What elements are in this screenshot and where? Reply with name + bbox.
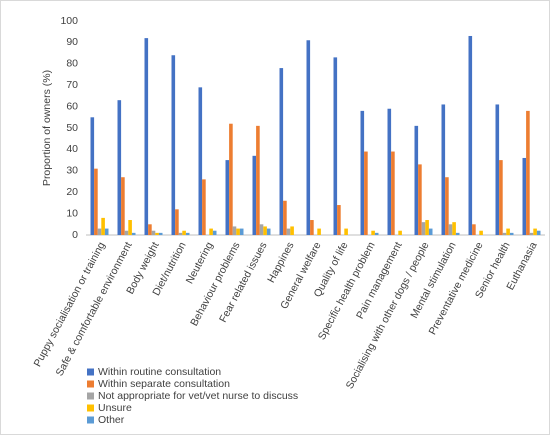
bar (279, 68, 284, 235)
legend-label: Not appropriate for vet/vet nurse to dis… (98, 390, 298, 402)
bar (360, 110, 365, 235)
bar (94, 168, 98, 235)
bar (286, 228, 291, 235)
bar (290, 226, 294, 235)
bar (151, 230, 156, 235)
y-axis-label: Proportion of owners (%) (41, 70, 53, 186)
bar (117, 100, 122, 236)
bar (121, 177, 125, 235)
y-tick-label: 70 (66, 79, 78, 91)
bar (155, 232, 159, 235)
bar (506, 228, 510, 235)
legend-swatch (87, 392, 94, 400)
bar (455, 232, 460, 235)
bar (522, 157, 527, 235)
bar (128, 220, 132, 235)
bar (445, 177, 449, 235)
bar (256, 125, 260, 235)
bar (225, 160, 230, 235)
bar (97, 228, 102, 235)
bar (232, 226, 237, 235)
bar (229, 123, 233, 235)
legend-swatch (87, 368, 94, 376)
bar (509, 232, 514, 235)
bar (495, 104, 500, 236)
bar (398, 230, 402, 235)
bar (236, 228, 240, 235)
bar (252, 155, 257, 235)
bar (185, 232, 190, 235)
bar (414, 125, 419, 235)
bar (158, 232, 163, 235)
y-tick-label: 90 (66, 36, 78, 48)
bar (391, 151, 395, 235)
bar (101, 217, 105, 235)
legend-label: Within separate consultation (98, 378, 230, 390)
legend-label: Within routine consultation (98, 366, 221, 378)
bar (259, 224, 264, 235)
bar (171, 55, 176, 235)
bar (452, 222, 456, 235)
bar (536, 230, 541, 235)
bar (448, 224, 453, 235)
bar (387, 108, 392, 235)
bar (239, 228, 244, 235)
bar (212, 230, 217, 235)
bar (425, 220, 429, 235)
bar (479, 230, 483, 235)
bar (144, 38, 149, 236)
bar (283, 200, 287, 235)
bar (337, 205, 341, 235)
bar (124, 230, 129, 235)
legend-swatch (87, 416, 94, 424)
legend-label: Other (98, 414, 125, 426)
bar (317, 228, 321, 235)
bar (333, 57, 338, 235)
bar (344, 228, 348, 235)
bar (502, 232, 507, 235)
bar (533, 228, 537, 235)
bar (529, 232, 534, 235)
y-tick-label: 100 (60, 15, 78, 27)
y-tick-label: 60 (66, 100, 78, 112)
bar (263, 226, 267, 235)
bar (421, 222, 426, 235)
y-tick-label: 30 (66, 165, 78, 177)
bar (306, 40, 311, 236)
y-tick-label: 50 (66, 122, 78, 134)
bar (428, 228, 433, 235)
bar (499, 160, 503, 235)
bar (468, 35, 473, 236)
bar (202, 179, 206, 235)
y-tick-label: 10 (66, 207, 78, 219)
y-tick-label: 20 (66, 186, 78, 198)
bar (175, 209, 179, 235)
bar (148, 224, 152, 235)
bar (182, 230, 186, 235)
bar (371, 230, 375, 235)
bar (266, 228, 271, 235)
bar (178, 232, 183, 235)
y-tick-label: 0 (72, 229, 78, 241)
bar (104, 228, 109, 235)
bar (418, 164, 422, 235)
bar (209, 228, 213, 235)
bar (198, 87, 203, 235)
bar (441, 104, 446, 236)
y-tick-label: 80 (66, 58, 78, 70)
legend-swatch (87, 380, 94, 388)
bar (472, 224, 476, 235)
bar (310, 220, 314, 235)
legend-swatch (87, 404, 94, 412)
bar (374, 232, 379, 235)
bar (131, 232, 136, 235)
y-tick-label: 40 (66, 143, 78, 155)
bar (364, 151, 368, 235)
bar (526, 110, 530, 235)
legend-label: Unsure (98, 402, 132, 414)
bar (90, 117, 95, 235)
